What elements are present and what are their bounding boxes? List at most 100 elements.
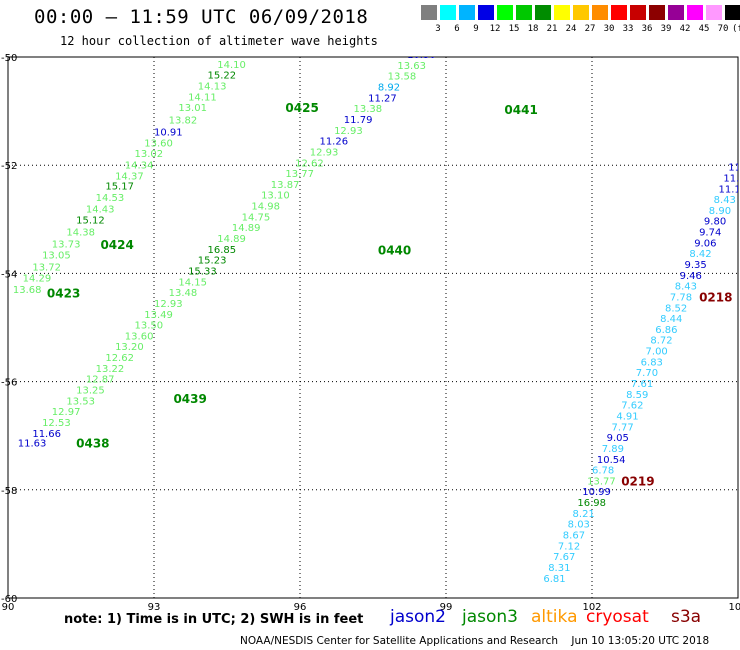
wave-height-point: 13.10 xyxy=(261,191,290,202)
wave-height-point: 10.61 xyxy=(436,18,465,29)
wave-height-point: 13.01 xyxy=(242,37,271,48)
wave-height-point: 15.33 xyxy=(188,266,217,277)
wave-height-point: 16.85 xyxy=(208,245,237,256)
x-tick-label: 105 xyxy=(728,602,740,613)
x-tick-label: 90 xyxy=(2,602,15,613)
wave-height-point: 8.31 xyxy=(548,563,570,574)
wave-height-point: 8.42 xyxy=(689,249,711,260)
legend-label: 33 xyxy=(622,24,634,34)
wave-height-point: 10.87 xyxy=(417,39,446,50)
y-tick-label: -56 xyxy=(1,378,17,389)
plot-frame xyxy=(7,56,739,599)
wave-height-point: 15.22 xyxy=(208,71,237,82)
wave-height-point: 16.98 xyxy=(577,498,606,509)
wave-height-point: 14.15 xyxy=(178,277,207,288)
wave-height-point: 15.12 xyxy=(76,216,105,227)
wave-height-point: 13.01 xyxy=(178,103,207,114)
wave-height-point: 6.78 xyxy=(592,466,614,477)
chart-title: 00:00 — 11:59 UTC 06/09/2018 xyxy=(34,6,369,28)
legend-label: 6 xyxy=(454,24,460,34)
legend-unit: (ft) xyxy=(732,24,740,34)
wave-height-point: 13.73 xyxy=(52,239,81,250)
wave-height-point: 9.06 xyxy=(694,238,716,249)
legend-swatch xyxy=(535,5,551,20)
satellite-label-altika: altika xyxy=(531,607,578,627)
legend-swatch xyxy=(497,5,513,20)
wave-height-point: 13.60 xyxy=(232,49,261,60)
wave-height-point: 15.17 xyxy=(105,182,134,193)
legend-swatch xyxy=(421,5,437,20)
satellite-label-cryosat: cryosat xyxy=(586,607,649,627)
legend-label: 15 xyxy=(508,24,520,34)
pass-label: 0218 xyxy=(699,291,732,305)
wave-height-point: 14.98 xyxy=(251,202,280,213)
wave-height-point: 12.93 xyxy=(334,126,363,137)
wave-height-point: 11.26 xyxy=(319,137,348,148)
wave-height-point: 8.44 xyxy=(660,314,682,325)
y-tick-label: -50 xyxy=(1,53,17,64)
legend-label: 27 xyxy=(584,24,596,34)
footer-note: note: 1) Time is in UTC; 2) SWH is in fe… xyxy=(64,612,364,627)
wave-height-point: 11 xyxy=(728,163,740,174)
wave-height-point: 11.63 xyxy=(18,439,47,450)
pass-label: 0440 xyxy=(378,243,411,257)
wave-height-point: 6.81 xyxy=(543,574,565,585)
wave-height-point: 13.63 xyxy=(397,61,426,72)
wave-height-point: 13.25 xyxy=(76,386,105,397)
legend-swatch xyxy=(573,5,589,20)
pass-label: 0425 xyxy=(285,101,318,115)
y-tick-label: -58 xyxy=(1,486,17,497)
wave-height-point: 8.59 xyxy=(626,390,648,401)
wave-height-point: 9.35 xyxy=(684,260,706,271)
wave-height-point: 14.10 xyxy=(217,60,246,71)
legend-label: 12 xyxy=(489,24,501,34)
pass-label: 0219 xyxy=(621,474,654,488)
wave-height-point: 12.62 xyxy=(105,353,134,364)
wave-height-point: 11.21 xyxy=(427,28,456,39)
wave-height-point: 13.88 xyxy=(281,0,310,4)
legend-label: 39 xyxy=(660,24,672,34)
wave-height-point: 12.87 xyxy=(86,375,115,386)
legend-label: 21 xyxy=(546,24,558,34)
legend-label: 3 xyxy=(435,24,441,34)
wave-height-point: 10.91 xyxy=(154,127,183,138)
wave-height-point: 13.20 xyxy=(115,342,144,353)
wave-height-point: 7.77 xyxy=(611,422,633,433)
wave-height-point: 7.67 xyxy=(553,552,575,563)
wave-height-point: 10.54 xyxy=(597,455,626,466)
wave-height-point: 10.99 xyxy=(582,487,611,498)
wave-height-point: 15.23 xyxy=(198,256,227,267)
wave-height-point: 9.05 xyxy=(607,433,629,444)
wave-height-point: 13.58 xyxy=(388,72,417,83)
wave-height-point: 14.53 xyxy=(96,193,125,204)
legend-swatch xyxy=(706,5,722,20)
wave-height-point: 14.89 xyxy=(232,223,261,234)
legend-swatch xyxy=(725,5,740,20)
wave-height-point: 8.90 xyxy=(709,206,731,217)
wave-height-point: 7.12 xyxy=(558,541,580,552)
wave-height-point: 12.97 xyxy=(52,407,81,418)
wave-height-point: 14.89 xyxy=(217,234,246,245)
legend-swatch xyxy=(611,5,627,20)
wave-height-point: 7.78 xyxy=(670,292,692,303)
wave-height-point: 14.43 xyxy=(86,204,115,215)
wave-height-point: 13.43 xyxy=(271,5,300,16)
wave-height-point: 7.70 xyxy=(636,368,658,379)
legend-swatch xyxy=(459,5,475,20)
wave-height-point: 13.22 xyxy=(96,364,125,375)
wave-height-point: 14.37 xyxy=(115,171,144,182)
wave-height-point: 14.38 xyxy=(66,228,95,239)
pass-label: 0441 xyxy=(504,103,537,117)
wave-height-point: 8.03 xyxy=(568,520,590,531)
wave-height-point: 13.60 xyxy=(144,138,173,149)
satellite-label-jason3: jason3 xyxy=(462,607,518,627)
legend-label: 9 xyxy=(473,24,479,34)
wave-height-point: 13.70 xyxy=(261,15,290,26)
x-tick-label: 96 xyxy=(294,602,307,613)
wave-height-point: 13.48 xyxy=(169,288,198,299)
wave-height-point: 10.30 xyxy=(407,50,436,61)
legend-label: 18 xyxy=(527,24,539,34)
y-tick-label: -52 xyxy=(1,161,17,172)
